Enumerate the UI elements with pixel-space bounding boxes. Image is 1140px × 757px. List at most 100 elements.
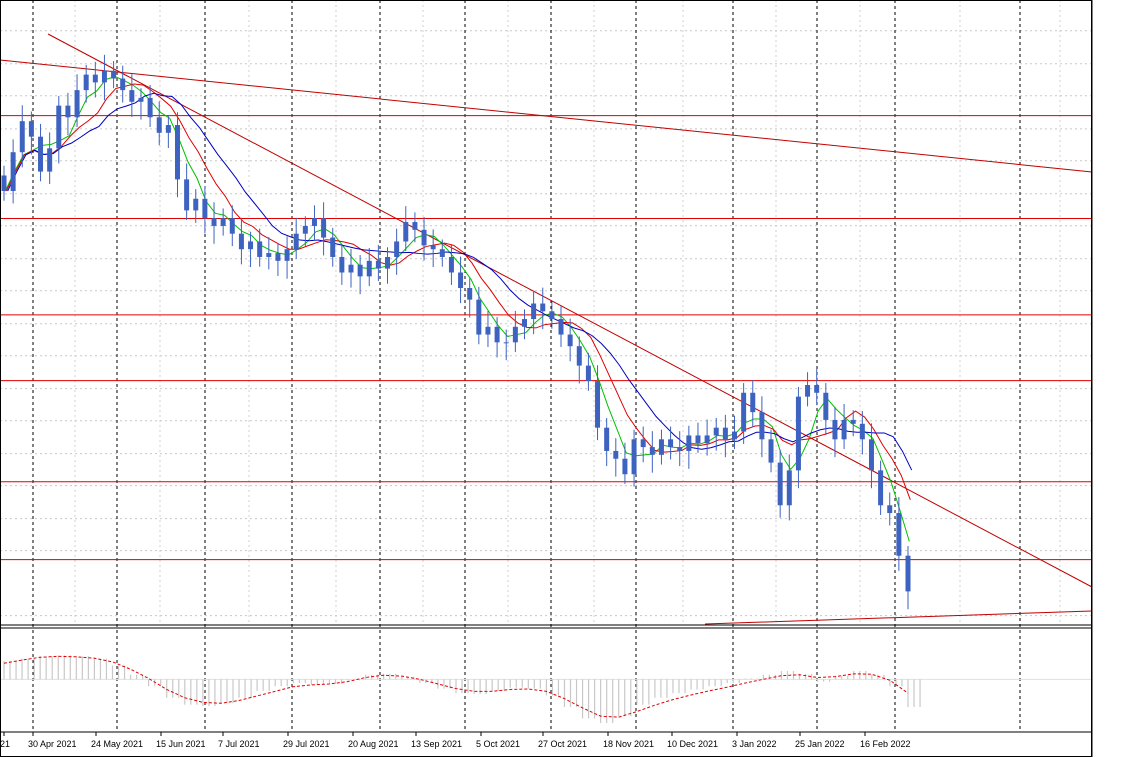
candle-body: [549, 311, 555, 320]
candle: [129, 74, 135, 117]
candle: [311, 205, 317, 242]
candle: [403, 206, 409, 252]
candle-body: [704, 435, 710, 444]
candle-body: [56, 105, 62, 149]
candle: [887, 492, 893, 526]
candle-body: [896, 513, 902, 556]
candle: [248, 231, 254, 268]
candle: [257, 228, 263, 267]
candle-body: [174, 125, 180, 180]
candle-body: [732, 431, 738, 440]
candle-body: [613, 450, 619, 459]
candle-body: [677, 447, 683, 451]
time-tick-label: 20 Aug 2021: [348, 739, 399, 749]
candle-body: [101, 70, 107, 83]
candle: [448, 244, 454, 285]
candle: [741, 383, 747, 444]
candle: [38, 123, 44, 182]
time-tick-label: 3 Jan 2022: [732, 739, 777, 749]
candle-body: [905, 555, 911, 592]
candle-body: [750, 392, 756, 413]
candle-body: [777, 462, 783, 506]
candle: [202, 185, 208, 234]
trend-lines: [0, 33, 1093, 625]
trend-line-lower[interactable]: [704, 610, 1093, 625]
time-axis[interactable]: 21 30 Apr 2021 24 May 2021 15 Jun 2021 7 Jul…: [0, 732, 911, 749]
time-tick-label: 16 Feb 2022: [860, 739, 911, 749]
candle-body: [768, 439, 774, 463]
horizontal-levels: [0, 115, 1092, 561]
candle-body: [229, 218, 235, 234]
candle: [229, 205, 235, 247]
candle-body: [28, 121, 34, 137]
time-tick-label: 30 Apr 2021: [28, 739, 77, 749]
candle: [83, 64, 89, 103]
candle: [485, 310, 491, 347]
candle-body: [375, 260, 381, 269]
candle: [521, 309, 527, 340]
candle-body: [585, 365, 591, 382]
candle: [366, 248, 372, 287]
candle-body: [348, 264, 354, 273]
candle: [777, 449, 783, 518]
candle: [339, 244, 345, 285]
candle: [750, 379, 756, 428]
candle: [321, 202, 327, 256]
candle-body: [38, 136, 44, 172]
candle: [266, 237, 272, 270]
candle-body: [558, 319, 564, 335]
candle-body: [631, 439, 637, 475]
candle: [10, 139, 16, 204]
candle-body: [165, 125, 171, 133]
candle: [394, 228, 400, 275]
ma-mid-line: [5, 83, 911, 501]
candle-body: [202, 198, 208, 219]
candle: [795, 386, 801, 489]
grid: [0, 0, 1092, 624]
candle-body: [458, 272, 464, 289]
time-tick-label: 15 Jun 2021: [156, 739, 206, 749]
candle-body: [850, 419, 856, 424]
candle: [832, 407, 838, 458]
time-tick-label: 5 Oct 2021: [476, 739, 520, 749]
candle-body: [622, 458, 628, 475]
candle-body: [713, 427, 719, 436]
candle: [421, 217, 427, 261]
trend-line-upper[interactable]: [0, 59, 1093, 173]
candle-body: [695, 435, 701, 444]
candle-body: [366, 260, 372, 277]
candle-body: [604, 427, 610, 451]
candle-body: [658, 439, 664, 455]
candle: [658, 429, 664, 465]
candle: [713, 417, 719, 451]
candle: [147, 85, 153, 127]
candle: [722, 414, 728, 458]
candle: [805, 372, 811, 407]
candle: [111, 61, 117, 89]
candle: [567, 318, 573, 362]
candle: [357, 255, 363, 295]
candle-body: [531, 303, 537, 320]
time-tick-label: 7 Jul 2021: [218, 739, 260, 749]
time-tick-label: 10 Dec 2021: [667, 739, 718, 749]
candle-body: [74, 90, 80, 118]
candle: [439, 239, 445, 267]
candle: [595, 365, 601, 441]
trend-line-descending[interactable]: [47, 33, 1093, 588]
candle: [74, 74, 80, 127]
candle-body: [503, 342, 509, 344]
candle: [759, 396, 765, 458]
candle-body: [193, 198, 199, 211]
candle: [184, 163, 190, 221]
candle-body: [640, 439, 646, 448]
outer-border: [0, 0, 1092, 757]
period-separators: [32, 0, 1021, 732]
candle: [540, 287, 546, 330]
candle-body: [47, 148, 53, 172]
candle: [211, 202, 217, 244]
time-tick-label: 25 Jan 2022: [795, 739, 845, 749]
candle-body: [330, 237, 336, 257]
candle-body: [430, 245, 436, 250]
